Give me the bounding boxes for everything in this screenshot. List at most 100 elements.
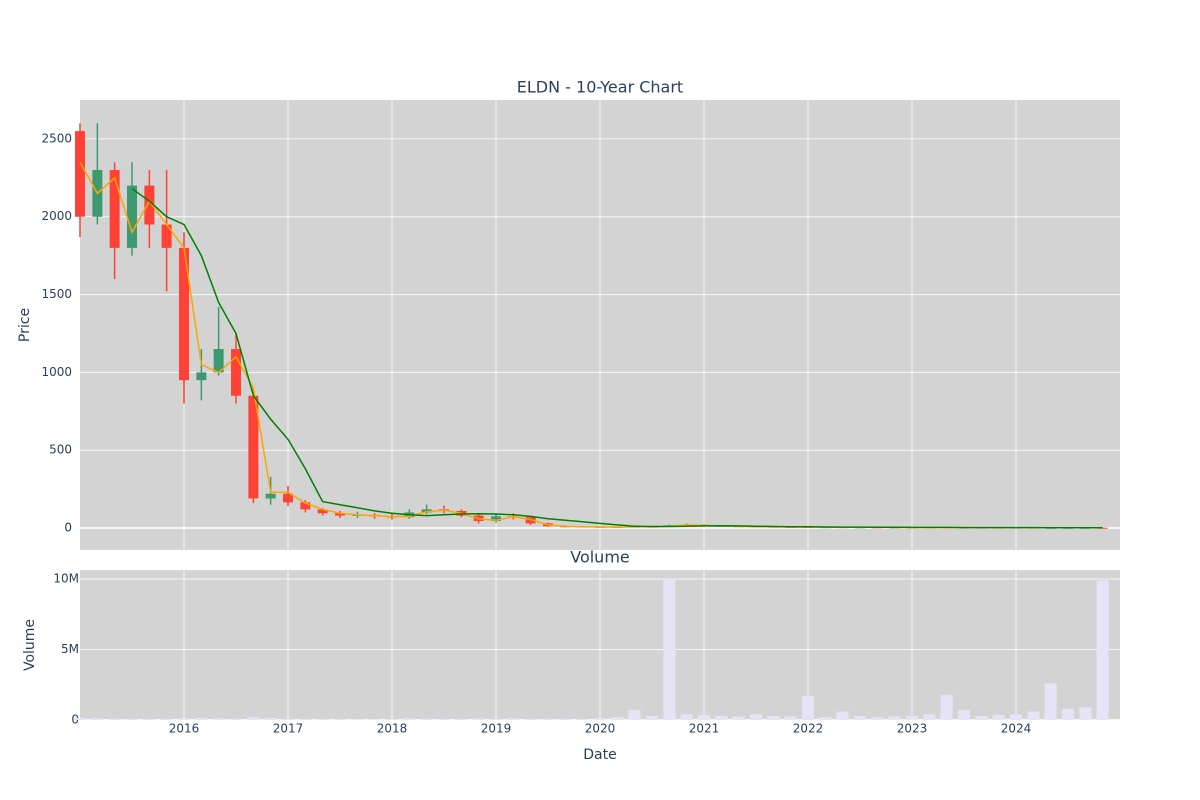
volume-bar	[784, 716, 797, 720]
candle-body	[144, 185, 155, 225]
volume-bar	[455, 718, 468, 720]
volume-bar	[750, 714, 762, 720]
volume-bar	[178, 718, 190, 720]
volume-bar	[542, 718, 554, 720]
volume-bar	[975, 715, 988, 720]
volume-bar	[472, 718, 485, 720]
y-tick-label: 5M	[61, 642, 79, 656]
volume-bar	[888, 716, 901, 720]
volume-bar	[420, 718, 433, 720]
y-tick-label: 2000	[41, 209, 72, 223]
x-tick-label: 2020	[585, 722, 616, 736]
volume-bar	[490, 718, 502, 720]
volume-bar	[1044, 683, 1057, 720]
volume-bar	[74, 717, 86, 720]
volume-bar	[212, 718, 225, 720]
volume-bar	[334, 719, 346, 720]
candle-body	[231, 349, 241, 396]
volume-bar	[594, 717, 606, 720]
volume-bar	[316, 719, 329, 720]
x-tick-label: 2017	[273, 722, 304, 736]
volume-bar	[992, 715, 1005, 720]
volume-bar	[906, 715, 918, 720]
volume-bar	[160, 718, 173, 720]
candle-body	[300, 502, 311, 510]
volume-bar	[299, 719, 312, 720]
volume-bar	[576, 718, 589, 720]
y-tick-label: 0	[64, 521, 72, 535]
volume-bar	[663, 579, 676, 720]
volume-bar	[351, 719, 364, 720]
candle-body	[265, 493, 276, 499]
x-tick-label: 2019	[481, 722, 512, 736]
y-axis-label: Volume	[22, 619, 38, 671]
volume-bar	[126, 718, 138, 720]
candle-body	[491, 516, 501, 522]
volume-bar	[940, 694, 953, 720]
x-axis-label: Date	[583, 747, 616, 763]
candle-body	[421, 509, 432, 513]
candle-body	[248, 395, 259, 499]
candle-body	[1097, 527, 1108, 529]
candle-body	[109, 170, 120, 248]
volume-bar	[91, 718, 104, 720]
volume-bar	[264, 717, 277, 720]
volume-bar	[611, 717, 624, 720]
volume-bar	[854, 715, 866, 720]
volume-bar	[247, 717, 260, 720]
volume-bar	[195, 717, 208, 720]
volume-bar	[836, 711, 849, 720]
volume-bar	[438, 718, 450, 720]
volume-bar	[559, 718, 572, 720]
candle-body	[161, 224, 172, 248]
volume-bar	[802, 696, 814, 720]
candle-body	[127, 185, 137, 248]
volume-bar	[923, 714, 936, 720]
volume-bar	[1010, 714, 1022, 720]
moving-average-line	[131, 188, 1103, 529]
x-tick-label: 2016	[169, 722, 200, 736]
volume-bar	[368, 719, 381, 720]
x-tick-label: 2022	[793, 722, 824, 736]
candle-body	[283, 493, 293, 503]
y-axis-label: Price	[17, 308, 33, 342]
y-tick-label: 500	[49, 443, 72, 457]
y-tick-label: 1000	[41, 365, 72, 379]
volume-bar	[646, 715, 658, 720]
volume-bar	[403, 718, 416, 720]
volume-bar	[1027, 711, 1040, 720]
volume-bar	[108, 718, 121, 720]
volume-bar	[958, 710, 970, 720]
volume-bar	[1062, 708, 1074, 720]
volume-bar	[628, 710, 641, 720]
volume-bar	[871, 717, 884, 720]
volume-bar	[524, 718, 537, 720]
chart-title: ELDN - 10-Year Chart	[517, 78, 683, 97]
candle-body	[317, 509, 328, 514]
volume-bar	[1096, 580, 1109, 720]
x-tick-label: 2023	[897, 722, 928, 736]
y-tick-label: 10M	[53, 572, 79, 586]
volume-bar	[1079, 707, 1092, 720]
volume-bar	[680, 714, 693, 720]
volume-bar	[732, 716, 745, 720]
candle-body	[196, 372, 207, 381]
candle-body	[75, 131, 85, 217]
x-tick-label: 2024	[1001, 722, 1032, 736]
volume-bar	[143, 718, 156, 720]
subplot-title: Volume	[570, 548, 630, 567]
volume-bar	[282, 718, 294, 720]
y-tick-label: 2500	[41, 131, 72, 145]
volume-bar	[715, 715, 728, 720]
volume-bar	[698, 715, 710, 720]
candle-body	[179, 247, 189, 381]
volume-bar	[230, 718, 242, 720]
volume-bar	[507, 718, 520, 720]
x-tick-label: 2018	[377, 722, 408, 736]
volume-bar	[386, 719, 398, 720]
x-tick-label: 2021	[689, 722, 720, 736]
y-tick-label: 1500	[41, 287, 72, 301]
volume-bar	[767, 715, 780, 720]
